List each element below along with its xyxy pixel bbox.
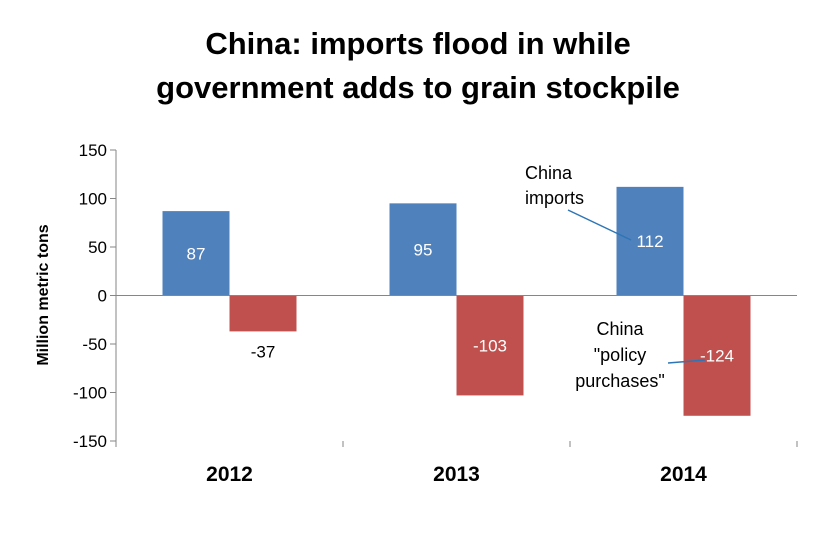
- chart-title-line-2: government adds to grain stockpile: [156, 70, 680, 105]
- data-label: -124: [700, 347, 734, 366]
- bar: [389, 203, 457, 296]
- bar: [616, 186, 684, 296]
- chart-title-line-1: China: imports flood in while: [205, 26, 630, 61]
- y-tick-label: -100: [73, 384, 107, 403]
- data-label: 87: [187, 244, 206, 263]
- data-label: -103: [473, 336, 507, 355]
- annotation-purchases-line-1: China: [596, 319, 644, 339]
- annotation-purchases-line-3: purchases": [575, 371, 664, 391]
- y-axis-label: Million metric tons: [35, 224, 52, 365]
- annotation-purchases-line-2: "policy: [594, 345, 646, 365]
- data-label: 112: [636, 232, 663, 251]
- data-label: 95: [414, 240, 433, 259]
- data-label: -37: [251, 342, 276, 361]
- annotation-imports-leader: [567, 209, 632, 241]
- x-tick-label: 2014: [660, 463, 707, 486]
- y-tick-label: -150: [73, 432, 107, 451]
- bar: [683, 295, 751, 416]
- x-tick-label: 2013: [433, 463, 480, 486]
- annotation-purchases-leader: [667, 359, 706, 364]
- bar: [229, 295, 297, 332]
- plot-area: 150 100 50 0 -50 -100 -150 2012 2013 2014 87 95 112 -…: [73, 141, 798, 486]
- annotation-imports-line-1: China: [525, 163, 573, 183]
- y-tick-label: 0: [98, 287, 107, 306]
- y-tick-label: -50: [82, 335, 107, 354]
- bar: [456, 295, 524, 396]
- y-tick-label: 50: [88, 238, 107, 257]
- y-tick-label: 100: [79, 190, 107, 209]
- bar: [162, 211, 230, 296]
- x-tick-label: 2012: [206, 463, 253, 486]
- annotation-imports-line-2: imports: [525, 188, 584, 208]
- y-tick-label: 150: [79, 141, 107, 160]
